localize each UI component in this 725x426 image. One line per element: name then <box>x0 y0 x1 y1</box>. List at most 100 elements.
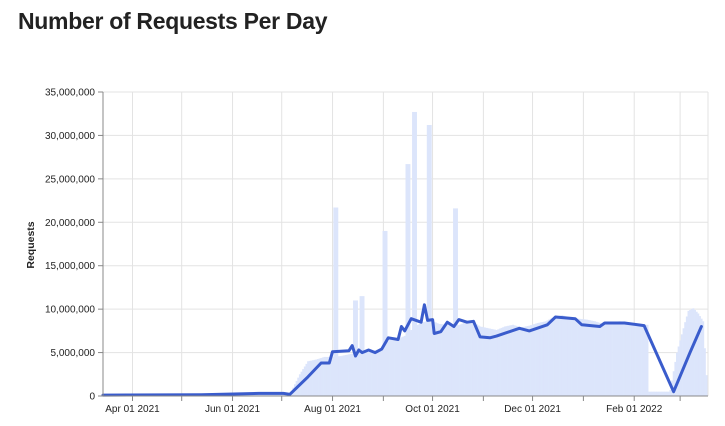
bar <box>567 317 570 396</box>
x-tick-label: Apr 01 2021 <box>105 404 160 415</box>
bar <box>648 391 651 396</box>
bar <box>577 318 580 396</box>
y-tick-label: 5,000,000 <box>51 348 96 359</box>
bar <box>485 327 488 396</box>
bar <box>597 322 600 396</box>
bar <box>562 315 565 396</box>
bar <box>438 323 441 396</box>
bar <box>421 322 424 396</box>
x-tick-label: Oct 01 2021 <box>405 404 460 415</box>
bar <box>344 355 347 396</box>
bar <box>656 391 659 396</box>
bar <box>697 313 700 396</box>
y-tick-label: 15,000,000 <box>45 261 95 272</box>
bar <box>308 360 311 396</box>
bar <box>643 324 646 396</box>
bar <box>490 328 493 396</box>
bar <box>482 327 485 396</box>
bar <box>348 354 351 396</box>
bar <box>503 326 506 396</box>
bar <box>553 316 556 396</box>
line-series <box>101 303 703 397</box>
bar <box>533 324 536 396</box>
y-tick-label: 0 <box>89 392 95 403</box>
bar <box>680 334 683 396</box>
bar <box>649 391 652 396</box>
bar <box>435 322 437 396</box>
y-tick-label: 20,000,000 <box>45 218 95 229</box>
bar <box>690 309 693 396</box>
bar <box>635 323 637 396</box>
bar <box>682 328 685 396</box>
bar <box>639 324 642 396</box>
bar <box>705 375 708 396</box>
bar <box>331 356 334 396</box>
bar <box>338 356 341 396</box>
spike-bar <box>453 208 458 396</box>
bar <box>472 322 475 396</box>
bar <box>644 324 647 396</box>
bar <box>446 324 449 396</box>
x-tick-label: Jun 01 2021 <box>205 404 260 415</box>
bar <box>462 323 465 396</box>
bar <box>444 324 447 396</box>
bar <box>316 358 319 396</box>
bar <box>423 321 426 396</box>
bar <box>535 323 537 396</box>
bar <box>528 325 531 396</box>
bar <box>613 322 616 396</box>
spike-bar <box>412 111 417 396</box>
bar <box>410 329 413 396</box>
bar <box>544 321 547 396</box>
y-tick-label: 10,000,000 <box>45 305 95 316</box>
bar <box>341 355 344 396</box>
bar <box>500 327 503 396</box>
bar <box>654 391 657 396</box>
bar <box>584 319 587 396</box>
bar <box>618 321 621 396</box>
bar <box>318 358 321 396</box>
bar <box>321 357 324 396</box>
bar <box>594 321 596 396</box>
spike-bar <box>405 164 411 396</box>
bar <box>546 320 549 396</box>
spike-bar <box>382 230 388 396</box>
bar <box>571 318 574 396</box>
bar <box>600 323 603 396</box>
bar <box>531 324 534 396</box>
bar <box>556 316 559 396</box>
bar <box>494 329 496 396</box>
bar <box>676 352 678 396</box>
bar <box>346 354 349 396</box>
bar <box>666 391 669 396</box>
bar <box>379 348 382 396</box>
bar <box>664 391 667 396</box>
bar <box>516 326 519 396</box>
bar <box>525 326 528 396</box>
bar <box>449 325 452 396</box>
bar <box>510 325 513 396</box>
bar <box>441 324 444 396</box>
bar <box>380 348 383 396</box>
bar <box>480 326 483 396</box>
bar <box>623 321 626 396</box>
bar <box>702 321 705 396</box>
bar <box>630 322 633 396</box>
bar <box>476 324 478 396</box>
bar <box>498 328 501 396</box>
bar <box>521 327 524 396</box>
bar <box>492 329 495 396</box>
y-tick-label: 30,000,000 <box>45 131 95 142</box>
bar <box>484 327 487 396</box>
bar <box>659 391 662 396</box>
bar <box>471 321 474 396</box>
bar <box>320 357 323 396</box>
bar <box>420 323 423 396</box>
bar <box>495 329 498 396</box>
bar <box>585 319 588 396</box>
bar <box>459 324 462 396</box>
bar <box>489 328 492 396</box>
bar <box>677 346 680 396</box>
bar <box>672 371 675 396</box>
spike-bar <box>359 296 365 396</box>
